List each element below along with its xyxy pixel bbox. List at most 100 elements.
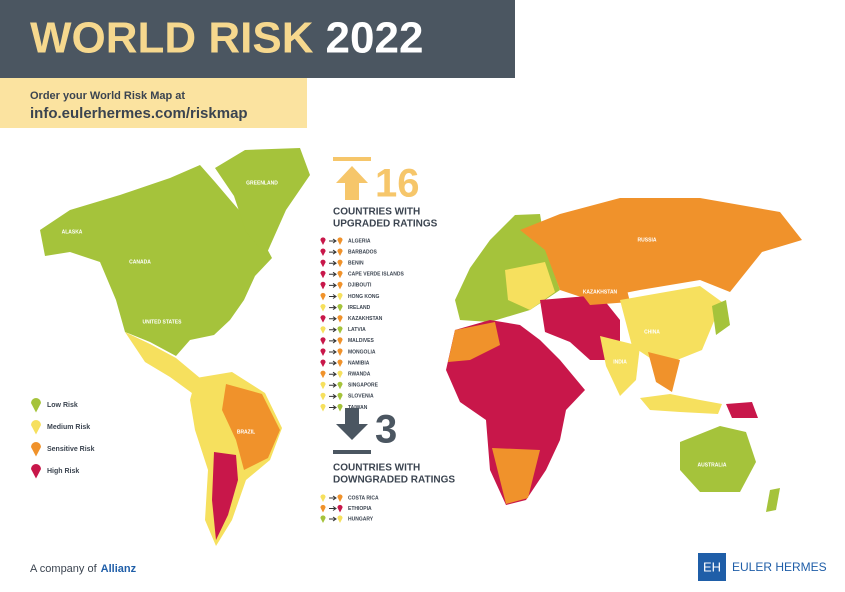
risk-pin: [337, 237, 343, 245]
legend-label: Sensitive Risk: [47, 446, 95, 453]
greenland: [215, 148, 310, 255]
risk-pin: [320, 370, 326, 379]
risk-pin: [337, 348, 343, 356]
country-name: NAMIBIA: [348, 360, 370, 366]
risk-pin: [30, 463, 42, 479]
risk-pin: [337, 392, 343, 401]
risk-pin: [320, 337, 326, 345]
country-name: KAZAKHSTAN: [348, 316, 383, 322]
down-bar: [333, 450, 371, 454]
map-label: RUSSIA: [638, 237, 657, 243]
risk-pin: [30, 419, 42, 435]
map-label: GREENLAND: [246, 180, 278, 186]
risk-pin: [337, 494, 343, 502]
risk-pin: [337, 304, 343, 312]
down-arrow: [336, 408, 368, 440]
central-america: [125, 332, 210, 396]
country-name: SLOVENIA: [348, 394, 374, 400]
risk-pin: [320, 348, 326, 356]
north-africa: [448, 322, 500, 362]
australia: [680, 426, 756, 492]
arrow: [329, 516, 337, 522]
indonesia: [640, 394, 722, 414]
arrow: [329, 316, 337, 322]
downgrade-heading: COUNTRIES WITH: [333, 463, 420, 474]
title-year: 2022: [326, 14, 424, 63]
map-label: INDIA: [613, 359, 627, 365]
risk-pin: [30, 397, 42, 413]
risk-pin: [320, 381, 326, 390]
risk-pin: [320, 237, 326, 245]
promo-url[interactable]: info.eulerhermes.com/riskmap: [30, 105, 248, 122]
arrow: [329, 506, 337, 511]
arrow: [329, 249, 337, 255]
russia-shape: [520, 198, 802, 300]
north-america: [40, 165, 272, 356]
risk-pin: [337, 315, 343, 323]
risk-pin: [337, 403, 343, 412]
arrow: [329, 327, 337, 333]
up-arrow: [336, 166, 368, 200]
logo-text: EULER HERMES: [732, 560, 827, 574]
header-band: [0, 0, 515, 78]
map: GREENLAND CANADA ALASKA UNITED STATES BR…: [40, 148, 802, 546]
country-name: RWANDA: [348, 372, 371, 378]
country-name: BENIN: [348, 261, 364, 267]
legend-label: Low Risk: [47, 402, 78, 409]
title: WORLD RISK: [30, 14, 314, 63]
risk-pin: [320, 259, 326, 268]
map-label: AUSTRALIA: [698, 462, 727, 468]
country-name: CAPE VERDE ISLANDS: [348, 272, 405, 278]
central-asia: [575, 282, 630, 305]
arrow: [329, 305, 337, 311]
arrow: [329, 349, 337, 355]
risk-pin: [320, 315, 326, 323]
risk-pin: [337, 326, 343, 334]
risk-pin: [320, 359, 326, 368]
arrow: [329, 294, 337, 299]
country-name: MONGOLIA: [348, 349, 376, 355]
risk-pin: [320, 504, 326, 513]
footer-company: A company of: [30, 563, 98, 575]
downgrade-heading: DOWNGRADED RATINGS: [333, 475, 455, 486]
risk-pin: [320, 248, 326, 257]
country-name: HUNGARY: [348, 516, 374, 522]
country-name: HONG KONG: [348, 294, 380, 300]
country-name: TAIWAN: [348, 405, 368, 411]
map-label: UNITED STATES: [143, 319, 183, 325]
arrow: [329, 360, 337, 366]
risk-pin: [337, 504, 343, 513]
map-label: KAZAKHSTAN: [583, 289, 618, 295]
africa: [446, 320, 585, 505]
downgrade-count: 3: [375, 408, 397, 452]
country-name: ALGERIA: [348, 238, 371, 244]
map-label: BRAZIL: [237, 429, 255, 435]
china-shape: [620, 286, 722, 366]
logo-box: [698, 553, 726, 581]
arrow: [329, 238, 337, 244]
upgrade-heading: COUNTRIES WITH: [333, 207, 420, 218]
papua: [726, 402, 758, 418]
arrow: [329, 271, 337, 277]
country-name: SINGAPORE: [348, 383, 379, 389]
risk-pin: [337, 292, 343, 301]
up-bar: [333, 157, 371, 161]
middle-east: [540, 295, 620, 360]
footer-brand: Allianz: [101, 563, 137, 575]
legend: Low Risk Medium Risk Sensitive Risk High Ri…: [30, 397, 95, 479]
country-name: BARBADOS: [348, 249, 378, 255]
india-shape: [600, 336, 640, 396]
country-name: IRELAND: [348, 305, 371, 311]
map-label: CANADA: [129, 259, 151, 265]
arrow: [329, 495, 337, 501]
downgrade-list: COSTA RICA ETHIOPIA HUNGARY: [320, 494, 379, 523]
risk-pin: [337, 515, 343, 523]
risk-pin: [337, 259, 343, 268]
risk-pin: [337, 270, 343, 279]
risk-pin: [337, 370, 343, 379]
upgrade-count: 16: [375, 162, 420, 206]
argentina-shape: [212, 452, 238, 540]
arrow: [329, 338, 337, 344]
country-name: ETHIOPIA: [348, 506, 372, 512]
